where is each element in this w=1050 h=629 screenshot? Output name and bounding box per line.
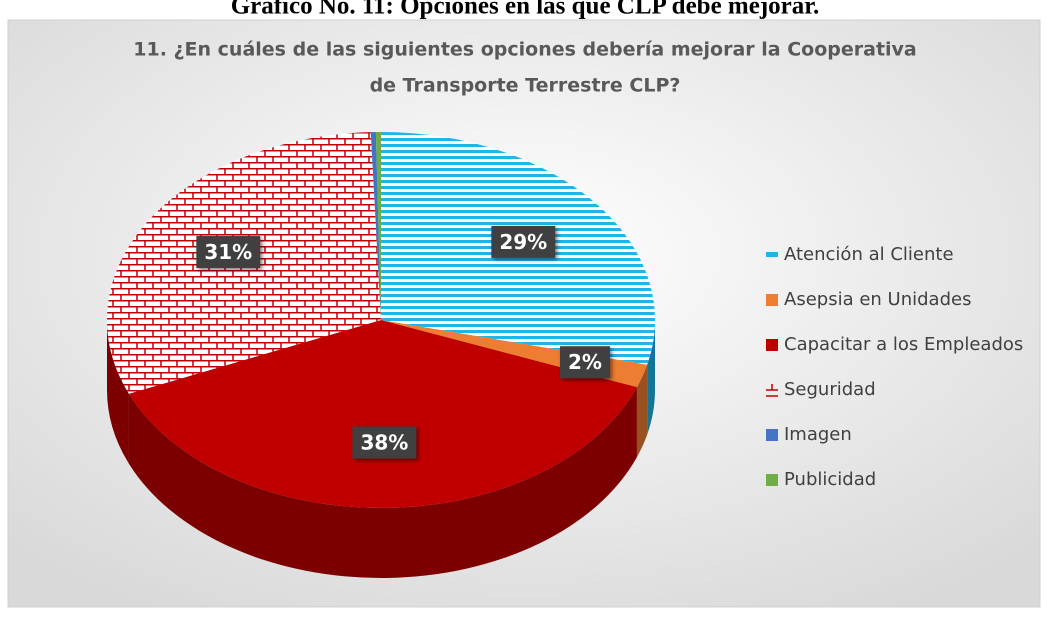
legend-swatch bbox=[766, 339, 778, 351]
chart-title: de Transporte Terrestre CLP? bbox=[370, 75, 681, 97]
legend-swatch bbox=[766, 474, 778, 486]
data-label: 38% bbox=[360, 431, 408, 455]
data-label: 29% bbox=[499, 230, 547, 254]
pie-slice-side bbox=[636, 364, 648, 458]
legend-label: Atención al Cliente bbox=[784, 244, 954, 265]
pie-slice-side bbox=[107, 320, 129, 464]
legend-label: Imagen bbox=[784, 424, 852, 445]
legend-label: Capacitar a los Empleados bbox=[784, 334, 1023, 355]
pie-slice-side bbox=[128, 387, 637, 578]
pie-slice bbox=[128, 320, 637, 508]
data-label-box bbox=[352, 426, 417, 459]
legend-swatch bbox=[766, 429, 778, 441]
pie-slice bbox=[370, 132, 381, 320]
legend-swatch bbox=[766, 384, 778, 397]
pie-slice bbox=[375, 132, 381, 320]
caption: Gráfico No. 11: Opciones en las que CLP … bbox=[231, 0, 820, 20]
data-label-box bbox=[196, 236, 261, 269]
data-label: 2% bbox=[568, 350, 602, 374]
data-label-box bbox=[560, 346, 610, 379]
legend-label: Publicidad bbox=[784, 469, 876, 490]
data-label: 31% bbox=[204, 240, 252, 264]
legend-swatch bbox=[766, 252, 778, 257]
chart-title: 11. ¿En cuáles de las siguientes opcione… bbox=[133, 39, 917, 61]
legend-swatch bbox=[766, 294, 778, 306]
legend-label: Asepsia en Unidades bbox=[784, 289, 971, 310]
legend-label: Seguridad bbox=[784, 379, 876, 400]
pie-slice-side bbox=[647, 320, 655, 435]
data-label-box bbox=[491, 225, 556, 258]
